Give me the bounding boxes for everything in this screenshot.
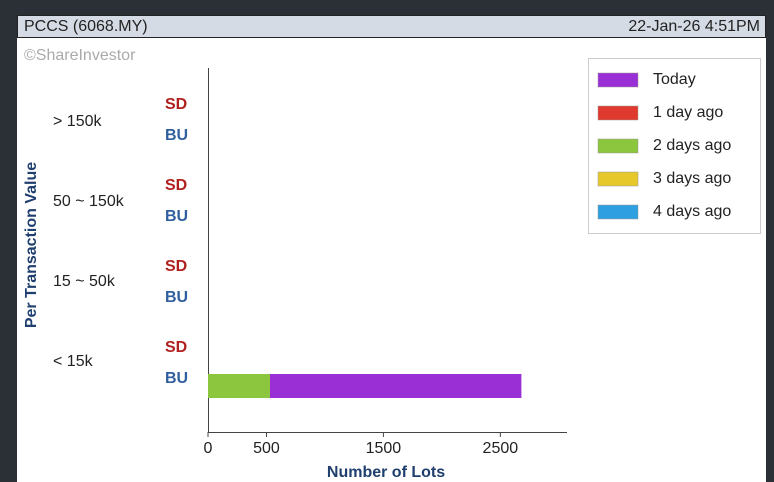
category-label: > 150k [53, 113, 102, 130]
bar-segment [208, 374, 270, 398]
legend-swatch [597, 204, 639, 220]
subcategory-label: SD [165, 339, 187, 356]
legend-swatch [597, 171, 639, 187]
category-label: < 15k [53, 353, 94, 370]
legend-label: 3 days ago [653, 170, 731, 187]
legend-label: 4 days ago [653, 203, 731, 220]
legend-label: Today [653, 71, 696, 88]
subcategory-label: SD [165, 96, 187, 113]
legend-swatch [597, 72, 639, 88]
header-bar [17, 15, 766, 38]
subcategory-label: BU [165, 208, 188, 225]
legend-swatch [597, 105, 639, 121]
legend-swatch [597, 138, 639, 154]
legend-label: 2 days ago [653, 137, 731, 154]
bar-segment [269, 374, 522, 398]
category-label: 15 ~ 50k [53, 273, 116, 290]
x-tick-label: 500 [253, 440, 280, 457]
x-tick-label: 2500 [483, 440, 519, 457]
subcategory-label: BU [165, 289, 188, 306]
y-axis-label: Per Transaction Value [23, 162, 40, 328]
legend-label: 1 day ago [653, 104, 723, 121]
x-tick-label: 0 [204, 440, 213, 457]
subcategory-label: BU [165, 370, 188, 387]
subcategory-label: BU [165, 127, 188, 144]
subcategory-label: SD [165, 177, 187, 194]
watermark: ©ShareInvestor [24, 47, 136, 64]
x-axis-label: Number of Lots [327, 464, 445, 481]
x-tick-label: 1500 [366, 440, 402, 457]
header-timestamp: 22-Jan-26 4:51PM [628, 18, 760, 35]
header-title: PCCS (6068.MY) [24, 18, 148, 35]
category-label: 50 ~ 150k [53, 193, 125, 210]
subcategory-label: SD [165, 258, 187, 275]
